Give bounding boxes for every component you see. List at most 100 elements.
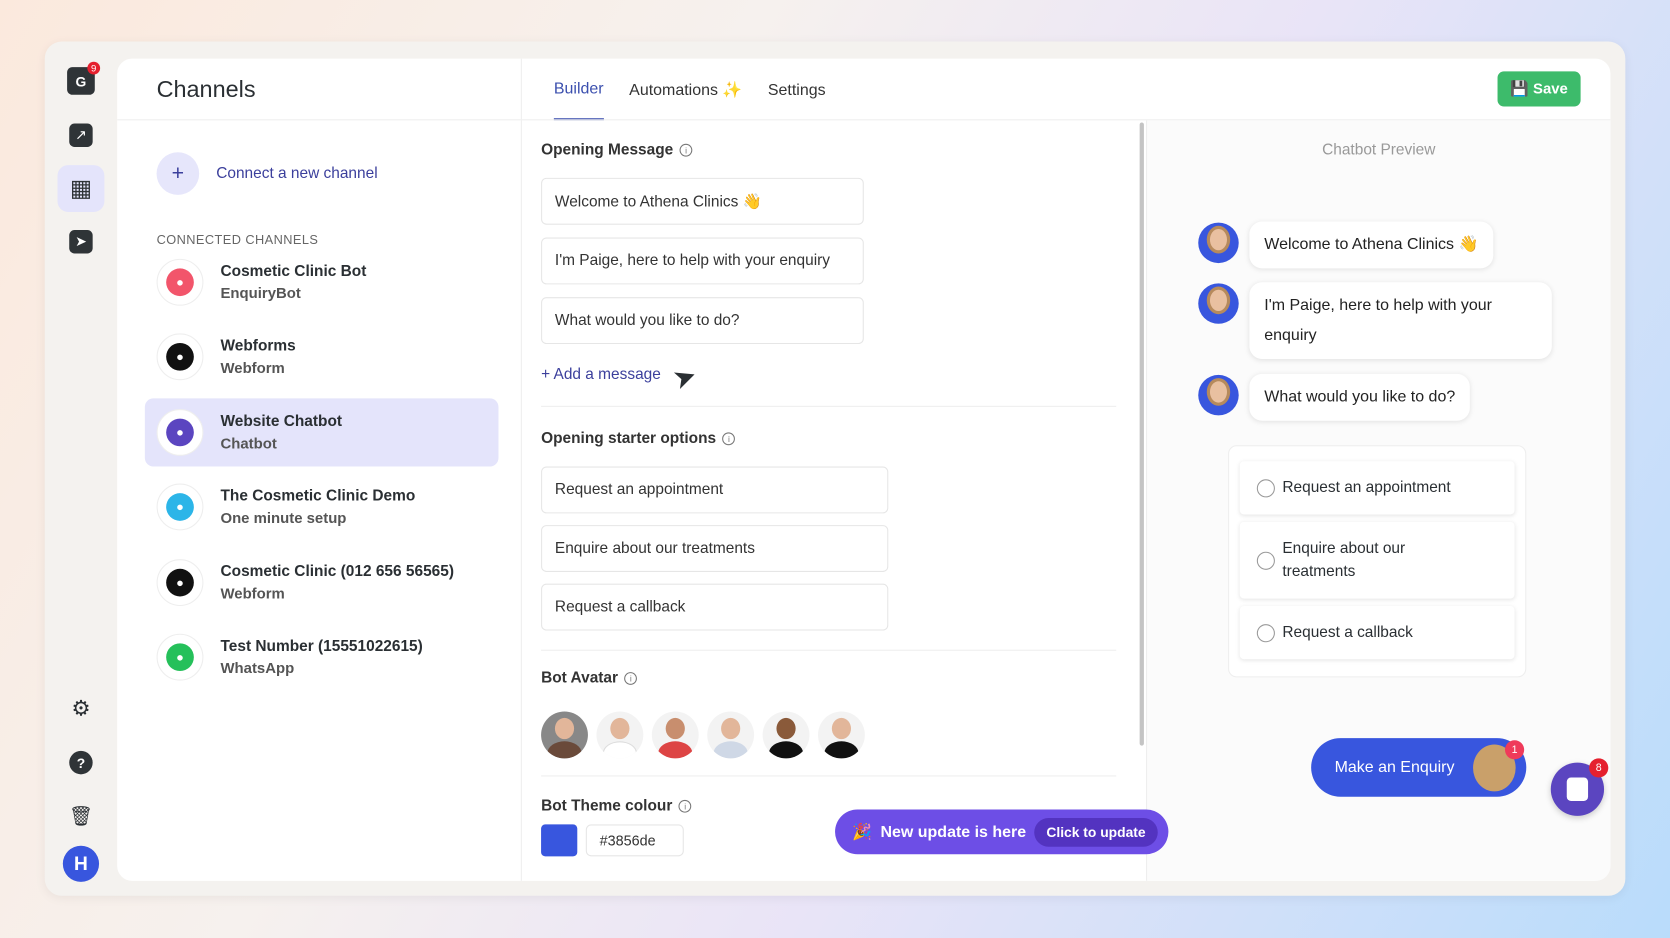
channels-icon[interactable]: ▦ xyxy=(57,165,105,212)
help-icon[interactable]: ? xyxy=(58,739,105,786)
update-banner[interactable]: 🎉 New update is here Click to update xyxy=(835,809,1169,855)
channel-icon: ● xyxy=(156,483,204,531)
message-input[interactable]: What would you like to do? xyxy=(541,297,864,345)
settings-icon[interactable]: ⚙ xyxy=(71,697,91,721)
channel-name: Cosmetic Clinic Bot xyxy=(220,263,367,281)
radio-icon xyxy=(1256,551,1275,570)
radio-icon xyxy=(1256,623,1275,642)
info-icon: i xyxy=(722,432,736,446)
starter-options: Request an appointment Enquire about our… xyxy=(1228,445,1527,678)
message-input[interactable]: Welcome to Athena Clinics 👋 xyxy=(541,177,864,225)
channel-type: One minute setup xyxy=(220,509,347,527)
save-icon: 💾 xyxy=(1510,79,1533,97)
main-panel: Channels + Connect a new channel CONNECTE… xyxy=(117,58,1611,881)
starter-input[interactable]: Enquire about our treatments xyxy=(541,525,889,572)
channel-name: Website Chatbot xyxy=(220,413,343,431)
channel-item[interactable]: ● The Cosmetic Clinic Demo One minute setu… xyxy=(145,473,499,541)
bot-avatar xyxy=(1198,283,1239,324)
colour-hex-input[interactable]: #3856de xyxy=(585,824,684,857)
notification-badge: 1 xyxy=(1504,740,1525,760)
channel-icon: ● xyxy=(156,633,204,681)
save-button[interactable]: 💾 Save xyxy=(1497,71,1581,107)
channel-name: The Cosmetic Clinic Demo xyxy=(220,487,416,505)
channel-item[interactable]: ● Website Chatbot Chatbot xyxy=(144,398,499,467)
channel-type: WhatsApp xyxy=(220,659,295,677)
notification-badge: 9 xyxy=(87,61,101,75)
colour-swatch[interactable] xyxy=(541,824,578,857)
cursor-icon: ➤ xyxy=(668,358,701,397)
channel-type: Webform xyxy=(220,584,285,602)
message-input[interactable]: I'm Paige, here to help with your enquir… xyxy=(541,237,864,285)
divider xyxy=(541,775,1117,777)
bot-avatar xyxy=(1198,222,1239,264)
bot-avatar-label: Bot Avatar i xyxy=(541,670,638,687)
party-icon: 🎉 xyxy=(852,823,872,842)
divider xyxy=(117,119,521,121)
channel-item[interactable]: ● Cosmetic Clinic Bot EnquiryBot xyxy=(145,248,499,316)
divider xyxy=(521,119,1611,121)
click-to-update-button[interactable]: Click to update xyxy=(1034,817,1158,847)
avatar-option[interactable] xyxy=(596,711,644,759)
option-item[interactable]: Enquire about our treatments xyxy=(1239,521,1515,599)
theme-colour-label: Bot Theme colour i xyxy=(541,798,692,815)
trash-icon[interactable]: 🗑 xyxy=(68,804,94,826)
channel-item[interactable]: ● Test Number (15551022615) WhatsApp xyxy=(145,623,499,691)
avatar-option[interactable] xyxy=(817,711,865,759)
avatar-option[interactable] xyxy=(707,711,755,759)
channel-type: Webform xyxy=(220,358,285,376)
scrollbar[interactable] xyxy=(1139,122,1144,746)
avatar-option[interactable] xyxy=(651,711,699,759)
channel-item[interactable]: ● Webforms Webform xyxy=(145,323,499,391)
tab-bar: Builder Automations ✨ Settings xyxy=(553,59,826,121)
builder-panel: Opening Message i Welcome to Athena Clini… xyxy=(541,120,1137,880)
info-icon: i xyxy=(624,672,638,685)
user-avatar[interactable]: H xyxy=(58,840,105,887)
starter-input[interactable]: Request an appointment xyxy=(541,466,889,514)
avatar-option-selected[interactable] xyxy=(541,711,588,759)
tab-automations[interactable]: Automations ✨ xyxy=(629,80,743,100)
channel-type: EnquiryBot xyxy=(220,284,301,302)
send-icon[interactable]: ➤ xyxy=(58,218,105,265)
option-item[interactable]: Request a callback xyxy=(1239,606,1515,660)
channel-name: Test Number (15551022615) xyxy=(220,637,423,656)
analytics-icon[interactable]: ↗ xyxy=(58,112,105,159)
add-message-button[interactable]: + Add a message xyxy=(541,366,661,384)
channel-icon: ● xyxy=(156,559,204,607)
chat-icon xyxy=(1566,777,1589,801)
starter-options-label: Opening starter options i xyxy=(541,430,736,447)
channel-icon: ● xyxy=(156,408,204,456)
chat-bubble: I'm Paige, here to help with your enquir… xyxy=(1249,282,1552,359)
connect-label: Connect a new channel xyxy=(216,165,378,183)
divider xyxy=(541,649,1117,651)
starter-input[interactable]: Request a callback xyxy=(541,583,889,631)
channel-name: Cosmetic Clinic (012 656 56565) xyxy=(220,563,454,581)
avatar-picker xyxy=(541,711,865,759)
connect-channel-button[interactable]: + Connect a new channel xyxy=(156,152,378,195)
notification-badge: 8 xyxy=(1589,758,1609,778)
channel-name: Webforms xyxy=(220,337,296,355)
avatar-option[interactable] xyxy=(762,711,810,759)
preview-title: Chatbot Preview xyxy=(1322,141,1436,159)
tab-builder[interactable]: Builder xyxy=(553,59,604,121)
info-icon: i xyxy=(678,799,692,813)
make-enquiry-button[interactable]: Make an Enquiry 1 xyxy=(1311,738,1527,797)
radio-icon xyxy=(1256,478,1275,497)
plus-icon: + xyxy=(156,152,200,195)
chatbot-preview: Chatbot Preview Welcome to Athena Clinic… xyxy=(1146,120,1611,881)
tab-settings[interactable]: Settings xyxy=(767,80,826,99)
option-item[interactable]: Request an appointment xyxy=(1239,461,1515,515)
bot-avatar xyxy=(1198,374,1239,416)
section-label: CONNECTED CHANNELS xyxy=(156,232,319,248)
info-icon: i xyxy=(679,143,693,157)
channel-type: Chatbot xyxy=(220,434,277,452)
channels-panel: Channels + Connect a new channel CONNECTE… xyxy=(117,58,522,881)
page-title: Channels xyxy=(156,75,256,103)
channel-icon: ● xyxy=(156,333,204,381)
divider xyxy=(541,405,1117,407)
channel-item[interactable]: ● Cosmetic Clinic (012 656 56565) Webform xyxy=(145,549,499,617)
chat-launcher-button[interactable]: 8 xyxy=(1550,758,1609,816)
chat-bubble: What would you like to do? xyxy=(1249,373,1471,421)
